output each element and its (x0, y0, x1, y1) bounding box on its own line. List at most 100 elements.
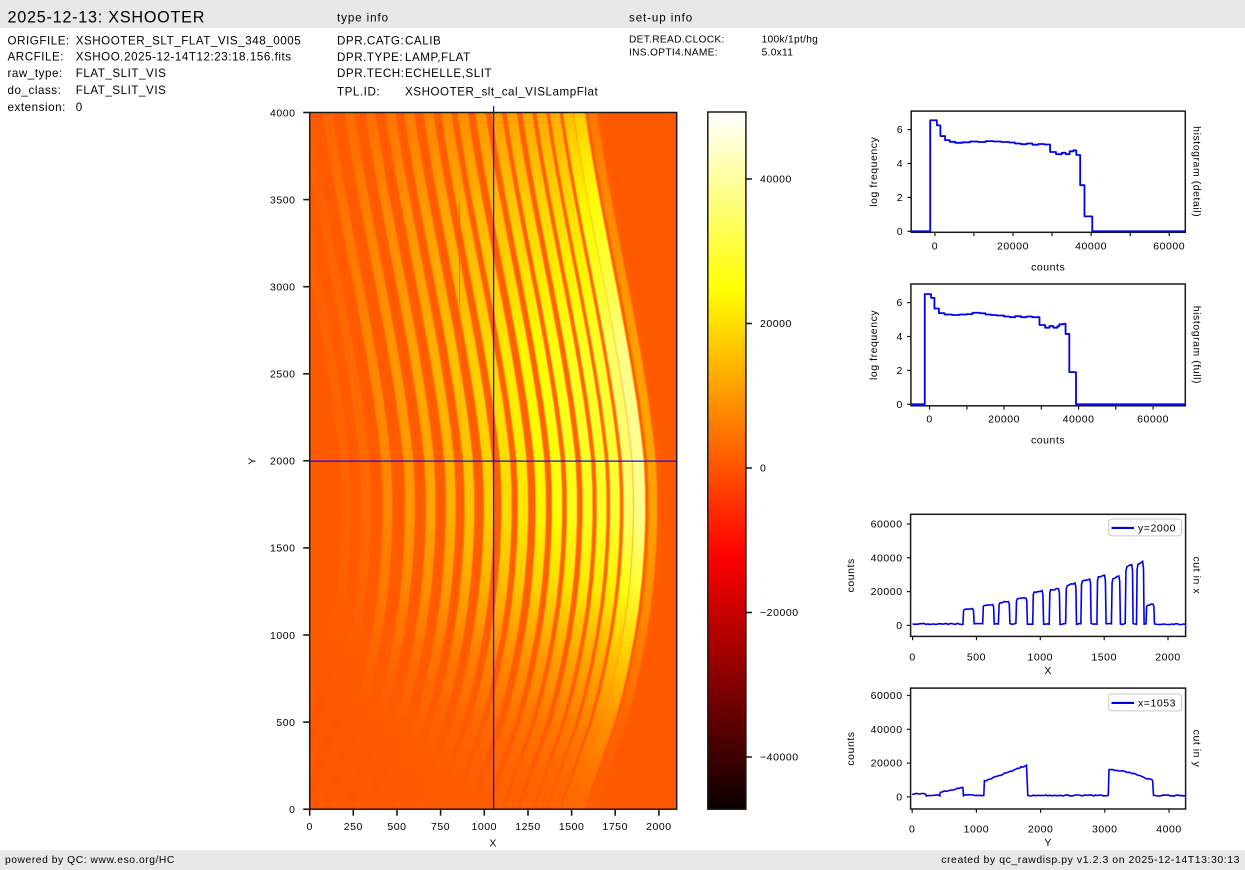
svg-text:log frequency: log frequency (868, 136, 880, 206)
svg-text:2500: 2500 (270, 369, 296, 381)
svg-text:cut in y: cut in y (1191, 730, 1203, 768)
svg-text:1500: 1500 (270, 543, 296, 555)
svg-text:1000: 1000 (964, 824, 990, 836)
svg-text:500: 500 (387, 821, 406, 833)
svg-text:4: 4 (897, 331, 903, 343)
svg-text:60000: 60000 (1137, 414, 1169, 426)
svg-text:do_class:: do_class: (8, 84, 62, 97)
svg-text:0: 0 (307, 821, 313, 833)
svg-text:40000: 40000 (1075, 241, 1107, 253)
svg-text:XSHOO.2025-12-14T12:23:18.156.: XSHOO.2025-12-14T12:23:18.156.fits (76, 51, 292, 64)
svg-text:counts: counts (1031, 435, 1065, 447)
svg-text:100k/1pt/hg: 100k/1pt/hg (762, 35, 819, 46)
svg-text:40000: 40000 (760, 174, 792, 186)
svg-text:DPR.CATG:: DPR.CATG: (337, 35, 404, 48)
svg-text:20000: 20000 (988, 414, 1020, 426)
svg-text:DET.READ.CLOCK:: DET.READ.CLOCK: (629, 35, 725, 46)
svg-text:20000: 20000 (871, 758, 903, 770)
svg-text:4000: 4000 (1156, 824, 1182, 836)
svg-text:x=1053: x=1053 (1138, 698, 1176, 710)
svg-text:X: X (1044, 665, 1052, 677)
svg-text:1250: 1250 (515, 821, 541, 833)
svg-text:0: 0 (909, 652, 915, 664)
svg-text:2: 2 (897, 192, 903, 204)
svg-text:histogram (detail): histogram (detail) (1191, 126, 1203, 217)
svg-text:0: 0 (76, 101, 83, 114)
svg-text:0: 0 (897, 399, 903, 411)
svg-text:40000: 40000 (1063, 414, 1095, 426)
svg-text:FLAT_SLIT_VIS: FLAT_SLIT_VIS (76, 84, 167, 97)
svg-text:0: 0 (897, 226, 903, 238)
svg-text:5.0x11: 5.0x11 (762, 47, 794, 58)
svg-text:4000: 4000 (270, 107, 296, 119)
svg-text:0: 0 (932, 241, 938, 253)
svg-text:ORIGFILE:: ORIGFILE: (8, 35, 70, 48)
svg-text:TPL.ID:: TPL.ID: (337, 86, 380, 99)
svg-text:LAMP,FLAT: LAMP,FLAT (405, 51, 471, 64)
svg-text:counts: counts (845, 731, 857, 765)
svg-text:−20000: −20000 (760, 607, 799, 619)
svg-text:Y: Y (247, 457, 259, 465)
svg-text:2025-12-13: XSHOOTER: 2025-12-13: XSHOOTER (8, 9, 206, 27)
svg-text:set-up info: set-up info (629, 12, 693, 25)
svg-text:250: 250 (344, 821, 363, 833)
svg-text:750: 750 (431, 821, 450, 833)
svg-text:0: 0 (909, 824, 915, 836)
svg-text:0: 0 (926, 414, 932, 426)
svg-text:60000: 60000 (871, 690, 903, 702)
svg-text:2000: 2000 (1155, 652, 1181, 664)
svg-text:3500: 3500 (270, 194, 296, 206)
svg-text:3000: 3000 (1092, 824, 1118, 836)
svg-text:powered by QC: www.eso.org/HC: powered by QC: www.eso.org/HC (5, 855, 175, 866)
svg-text:1000: 1000 (270, 630, 296, 642)
svg-text:raw_type:: raw_type: (8, 67, 63, 80)
svg-text:type info: type info (337, 12, 389, 25)
svg-text:log frequency: log frequency (868, 310, 880, 380)
svg-text:cut in x: cut in x (1191, 556, 1203, 594)
svg-text:40000: 40000 (871, 552, 903, 564)
svg-text:20000: 20000 (760, 318, 792, 330)
svg-text:0: 0 (896, 620, 902, 632)
svg-text:500: 500 (967, 652, 986, 664)
svg-text:20000: 20000 (997, 241, 1029, 253)
svg-text:CALIB: CALIB (405, 35, 441, 48)
svg-text:0: 0 (896, 791, 902, 803)
svg-text:2000: 2000 (1028, 824, 1054, 836)
svg-text:counts: counts (1031, 262, 1065, 274)
svg-text:3000: 3000 (270, 282, 296, 294)
svg-text:4: 4 (897, 158, 903, 170)
svg-text:DPR.TECH:: DPR.TECH: (337, 67, 404, 80)
svg-text:DPR.TYPE:: DPR.TYPE: (337, 51, 403, 64)
svg-text:−40000: −40000 (760, 752, 799, 764)
svg-text:histogram (full): histogram (full) (1191, 306, 1203, 384)
svg-text:60000: 60000 (871, 519, 903, 531)
svg-text:y=2000: y=2000 (1138, 523, 1176, 535)
svg-text:2: 2 (897, 365, 903, 377)
svg-text:2000: 2000 (646, 821, 672, 833)
svg-text:6: 6 (897, 297, 903, 309)
svg-text:1500: 1500 (559, 821, 585, 833)
svg-text:0: 0 (760, 463, 766, 475)
svg-text:ECHELLE,SLIT: ECHELLE,SLIT (405, 67, 492, 80)
svg-text:1500: 1500 (1091, 652, 1117, 664)
svg-text:X: X (489, 838, 497, 850)
svg-text:XSHOOTER_slt_cal_VISLampFlat: XSHOOTER_slt_cal_VISLampFlat (405, 86, 598, 99)
svg-text:40000: 40000 (871, 724, 903, 736)
svg-text:1000: 1000 (472, 821, 498, 833)
svg-text:ARCFILE:: ARCFILE: (8, 51, 65, 64)
svg-text:20000: 20000 (871, 586, 903, 598)
svg-text:XSHOOTER_SLT_FLAT_VIS_348_0005: XSHOOTER_SLT_FLAT_VIS_348_0005 (76, 35, 302, 48)
svg-text:FLAT_SLIT_VIS: FLAT_SLIT_VIS (76, 67, 167, 80)
svg-text:60000: 60000 (1153, 241, 1185, 253)
svg-text:0: 0 (289, 804, 295, 816)
svg-text:1750: 1750 (602, 821, 628, 833)
svg-text:counts: counts (845, 558, 857, 592)
svg-text:6: 6 (897, 124, 903, 136)
svg-text:created by qc_rawdisp.py v1.2.: created by qc_rawdisp.py v1.2.3 on 2025-… (941, 854, 1240, 866)
svg-text:INS.OPTI4.NAME:: INS.OPTI4.NAME: (629, 47, 718, 58)
svg-text:extension:: extension: (8, 101, 66, 114)
svg-text:2000: 2000 (270, 456, 296, 468)
svg-text:Y: Y (1044, 837, 1052, 849)
svg-text:1000: 1000 (1028, 652, 1054, 664)
svg-text:500: 500 (276, 717, 295, 729)
